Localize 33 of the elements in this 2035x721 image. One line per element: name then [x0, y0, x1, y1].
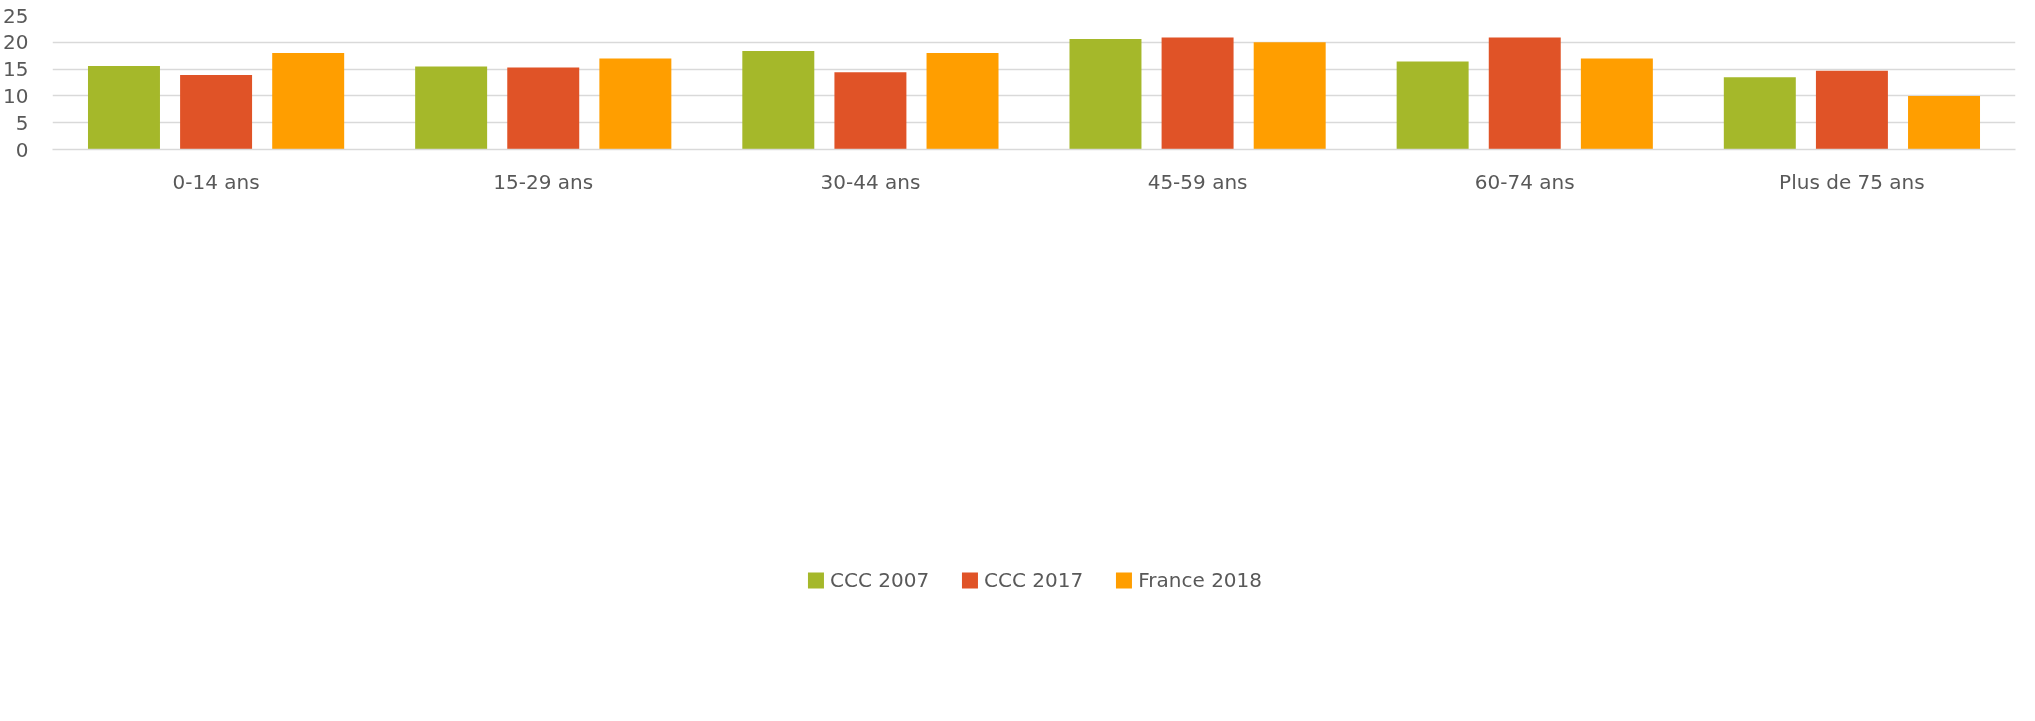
bar [1253, 42, 1326, 150]
bar [926, 53, 999, 150]
bar [1069, 39, 1142, 150]
y-tick-label: 5 [15, 110, 29, 135]
y-tick-label: 10 [3, 83, 29, 108]
bar [599, 58, 672, 150]
x-tick-label: 0-14 ans [172, 169, 260, 194]
bar [1723, 77, 1796, 150]
x-tick-label: 30-44 ans [820, 169, 921, 194]
bar [1396, 61, 1469, 150]
bar [1815, 70, 1888, 150]
bar [1161, 37, 1234, 150]
bar [180, 75, 253, 150]
bar [272, 53, 345, 150]
bar [87, 65, 160, 150]
bar [1908, 95, 1981, 150]
y-tick-label: 0 [15, 137, 29, 162]
bar [415, 66, 488, 150]
y-tick-label: 15 [3, 57, 29, 82]
x-tick-label: 15-29 ans [493, 169, 594, 194]
x-tick-label: 60-74 ans [1474, 169, 1575, 194]
bar [742, 50, 815, 150]
legend-label: France 2018 [1138, 568, 1263, 592]
bar [1488, 37, 1561, 150]
x-tick-label: 45-59 ans [1147, 169, 1248, 194]
bar [1580, 58, 1653, 150]
y-tick-label: 25 [3, 3, 29, 28]
legend-label: CCC 2007 [829, 568, 930, 592]
bar [507, 67, 580, 150]
legend-label: CCC 2017 [984, 568, 1084, 592]
y-tick-label: 20 [3, 30, 29, 55]
x-tick-label: Plus de 75 ans [1779, 169, 1925, 194]
bar [834, 72, 907, 150]
